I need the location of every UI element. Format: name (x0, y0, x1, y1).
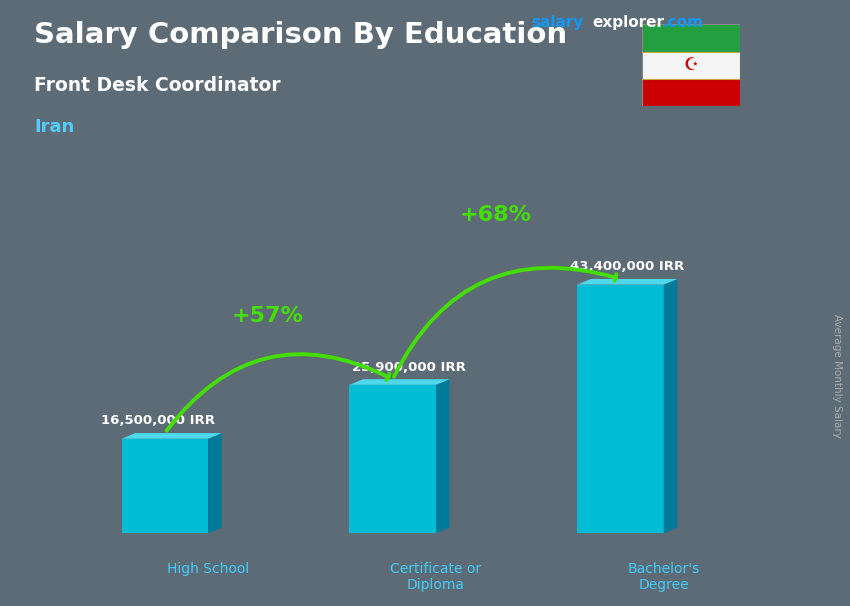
Text: Salary Comparison By Education: Salary Comparison By Education (34, 21, 567, 49)
Bar (642, 52, 740, 79)
Text: Bachelor's
Degree: Bachelor's Degree (627, 562, 700, 592)
Text: 25,900,000 IRR: 25,900,000 IRR (352, 361, 466, 373)
Text: 16,500,000 IRR: 16,500,000 IRR (101, 415, 215, 427)
Bar (642, 24, 740, 52)
Text: +57%: +57% (231, 305, 303, 325)
Polygon shape (349, 385, 436, 533)
Text: Certificate or
Diploma: Certificate or Diploma (390, 562, 481, 592)
Bar (642, 79, 740, 106)
Text: .com: .com (662, 15, 703, 30)
Polygon shape (208, 433, 222, 533)
Polygon shape (577, 279, 677, 285)
Text: Iran: Iran (34, 118, 74, 136)
Polygon shape (436, 379, 450, 533)
Polygon shape (664, 279, 677, 533)
Text: High School: High School (167, 562, 249, 576)
Text: Front Desk Coordinator: Front Desk Coordinator (34, 76, 280, 95)
Polygon shape (122, 439, 208, 533)
Polygon shape (349, 379, 450, 385)
Text: explorer: explorer (592, 15, 665, 30)
Polygon shape (122, 433, 222, 439)
Text: ☪: ☪ (683, 56, 698, 74)
Polygon shape (577, 285, 664, 533)
Text: salary: salary (531, 15, 584, 30)
Text: 43,400,000 IRR: 43,400,000 IRR (570, 261, 684, 273)
Text: +68%: +68% (459, 205, 531, 225)
Text: Average Monthly Salary: Average Monthly Salary (832, 314, 842, 438)
